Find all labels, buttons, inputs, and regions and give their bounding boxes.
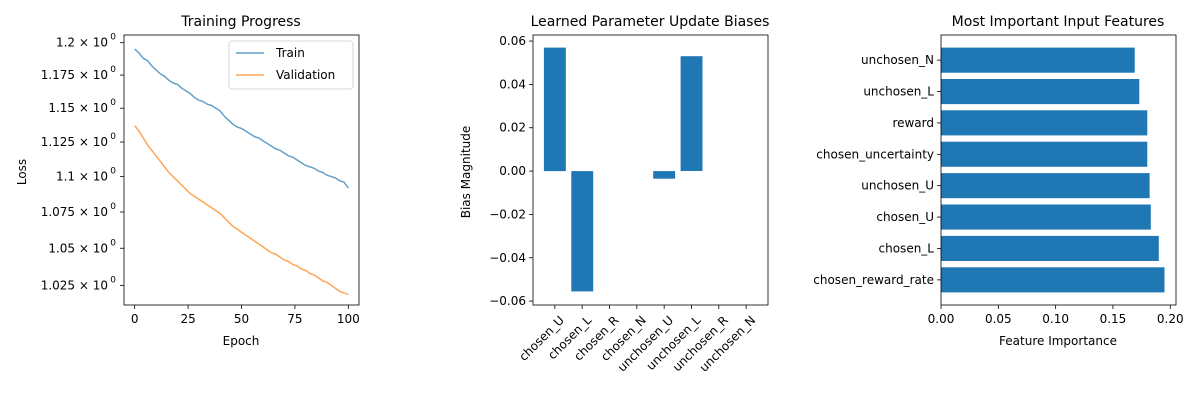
- panel1-legend: Train Validation: [228, 40, 354, 90]
- y-tick-label: 1.15 × 10: [48, 101, 108, 115]
- y-tick-label: 1.025 × 10: [41, 278, 108, 292]
- x-tick-label: 50: [234, 312, 249, 326]
- x-tick-label: 0: [131, 312, 139, 326]
- legend-validation-label: Validation: [276, 68, 335, 82]
- panel3-x-label: Feature Importance: [999, 334, 1117, 348]
- y-tick-exponent: 0: [110, 167, 116, 177]
- bar-unchosen-N: [941, 47, 1135, 73]
- panel2-axes-frame: [532, 34, 769, 306]
- panel1-x-ticks: 0 25 50 75 100: [131, 305, 360, 326]
- series-line-validation: [134, 125, 349, 296]
- panel1-y-ticks: 1.025 × 10 01.05 × 10 01.075 × 10 01.1 × 10…: [41, 33, 124, 292]
- legend-train-label: Train: [275, 46, 305, 60]
- y-tick-label: 1.1 × 10: [56, 170, 108, 184]
- x-tick-label: 0.10: [1042, 312, 1069, 326]
- y-tick-label: −0.06: [489, 294, 526, 308]
- bar-chosen-reward-rate: [941, 267, 1165, 293]
- x-tick-label: 0.00: [928, 312, 955, 326]
- y-tick-mantissa: 1.1: [56, 170, 75, 184]
- bar-unchosen-U: [653, 171, 676, 179]
- bar-chosen-U: [543, 47, 566, 172]
- y-tick-mantissa: 1.05: [48, 241, 75, 255]
- panel2-y-label: Bias Magnitude: [459, 126, 473, 219]
- y-tick-label: 1.05 × 10: [48, 241, 108, 255]
- y-tick-exponent: 0: [110, 98, 116, 108]
- bar-chosen-L: [941, 235, 1159, 261]
- y-tick-label: 1.175 × 10: [41, 68, 108, 82]
- y-tick-label: 0.00: [499, 164, 526, 178]
- y-tick-label: reward: [892, 116, 934, 130]
- y-tick-label: chosen_L: [879, 241, 935, 255]
- bias-panel: Learned Parameter Update Biases chosen_U…: [459, 14, 769, 375]
- panel1-x-label: Epoch: [223, 334, 260, 348]
- y-tick-label: −0.02: [489, 207, 526, 221]
- y-tick-label: 0.02: [499, 121, 526, 135]
- y-tick-multiplier: × 10: [75, 241, 108, 255]
- bar-chosen-uncertainty: [941, 141, 1148, 167]
- y-tick-exponent: 0: [110, 132, 116, 142]
- y-tick-mantissa: 1.15: [48, 101, 75, 115]
- bar-chosen-L: [571, 171, 594, 292]
- feature-importance-panel: Most Important Input Features 0.00 0.05 0.…: [813, 14, 1183, 348]
- y-tick-label: unchosen_N: [861, 53, 934, 67]
- y-tick-label: chosen_reward_rate: [813, 273, 934, 287]
- y-tick-label: 0.06: [499, 34, 526, 48]
- y-tick-exponent: 0: [110, 202, 116, 212]
- y-tick-label: 1.075 × 10: [41, 205, 108, 219]
- y-tick-label: unchosen_U: [861, 179, 934, 193]
- x-tick-label: 25: [180, 312, 195, 326]
- bar-reward: [941, 110, 1148, 136]
- panel1-title: Training Progress: [180, 14, 300, 30]
- panel1-plot-area: [134, 48, 349, 296]
- bar-unchosen-L: [941, 79, 1140, 105]
- panel3-axes-frame: [940, 34, 1177, 306]
- y-tick-mantissa: 1.2: [56, 36, 75, 50]
- panel2-title: Learned Parameter Update Biases: [531, 14, 770, 30]
- y-tick-mantissa: 1.125: [41, 135, 75, 149]
- y-tick-exponent: 0: [110, 65, 116, 75]
- y-tick-mantissa: 1.075: [41, 205, 75, 219]
- series-line-train: [134, 48, 349, 189]
- panel1-y-label: Loss: [15, 159, 29, 185]
- y-tick-label: chosen_U: [876, 210, 934, 224]
- panel2-y-ticks: −0.06 −0.04 −0.02 0.00 0.02 0.04 0.06: [489, 34, 533, 308]
- y-tick-label: 1.2 × 10: [56, 36, 108, 50]
- y-tick-multiplier: × 10: [75, 135, 108, 149]
- training-progress-panel: Training Progress 0 25 50 75 100 1.025 × 10 0…: [15, 14, 360, 348]
- y-tick-label: chosen_uncertainty: [816, 147, 934, 161]
- panel3-plot-area: [941, 47, 1165, 293]
- y-tick-exponent: 0: [110, 238, 116, 248]
- y-tick-multiplier: × 10: [75, 170, 108, 184]
- x-tick-label: 0.15: [1100, 312, 1127, 326]
- x-tick-label: 0.05: [985, 312, 1012, 326]
- y-tick-multiplier: × 10: [75, 36, 108, 50]
- y-tick-mantissa: 1.025: [41, 278, 75, 292]
- y-tick-multiplier: × 10: [75, 205, 108, 219]
- y-tick-multiplier: × 10: [75, 278, 108, 292]
- y-tick-label: 0.04: [499, 77, 526, 91]
- panel3-x-ticks: 0.00 0.05 0.10 0.15 0.20: [928, 305, 1184, 326]
- x-tick-label: 100: [337, 312, 360, 326]
- panel2-plot-area: [543, 47, 703, 292]
- y-tick-exponent: 0: [110, 275, 116, 285]
- y-tick-label: unchosen_L: [863, 85, 934, 99]
- y-tick-multiplier: × 10: [75, 101, 108, 115]
- y-tick-label: −0.04: [489, 251, 526, 265]
- bar-unchosen-L: [680, 56, 703, 172]
- x-tick-label: 75: [287, 312, 302, 326]
- x-tick-label: 0.20: [1157, 312, 1184, 326]
- bar-chosen-U: [941, 204, 1151, 230]
- y-tick-mantissa: 1.175: [41, 68, 75, 82]
- y-tick-multiplier: × 10: [75, 68, 108, 82]
- y-tick-label: 1.125 × 10: [41, 135, 108, 149]
- panel3-title: Most Important Input Features: [952, 14, 1165, 30]
- panel3-y-ticks: chosen_reward_rate chosen_L chosen_U unchos…: [813, 53, 941, 287]
- panel2-x-ticks: chosen_Uchosen_Lchosen_Rchosen_Nunchosen…: [516, 305, 758, 375]
- bar-unchosen-U: [941, 173, 1150, 199]
- y-tick-exponent: 0: [110, 33, 116, 43]
